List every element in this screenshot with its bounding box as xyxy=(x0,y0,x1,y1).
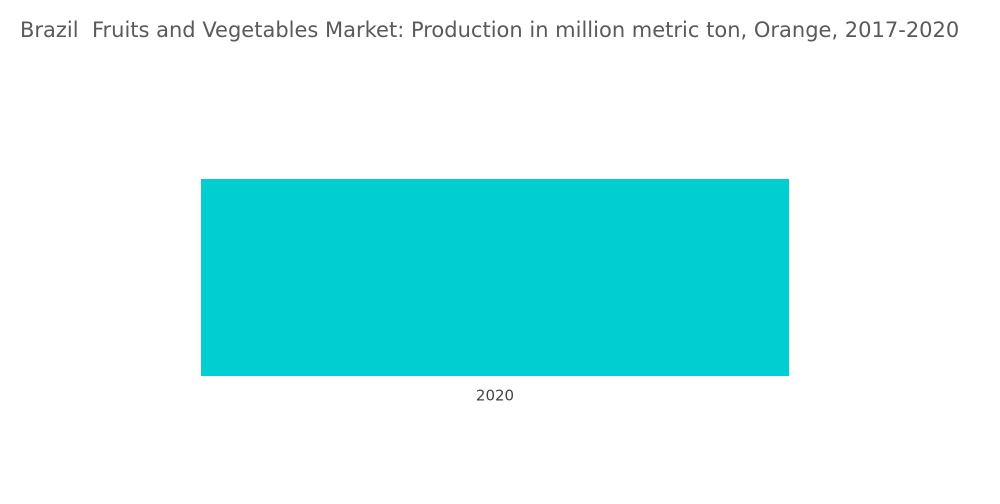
bar xyxy=(201,179,789,376)
chart-title: Brazil Fruits and Vegetables Market: Pro… xyxy=(20,18,959,42)
x-tick-label: 2020 xyxy=(476,387,514,405)
